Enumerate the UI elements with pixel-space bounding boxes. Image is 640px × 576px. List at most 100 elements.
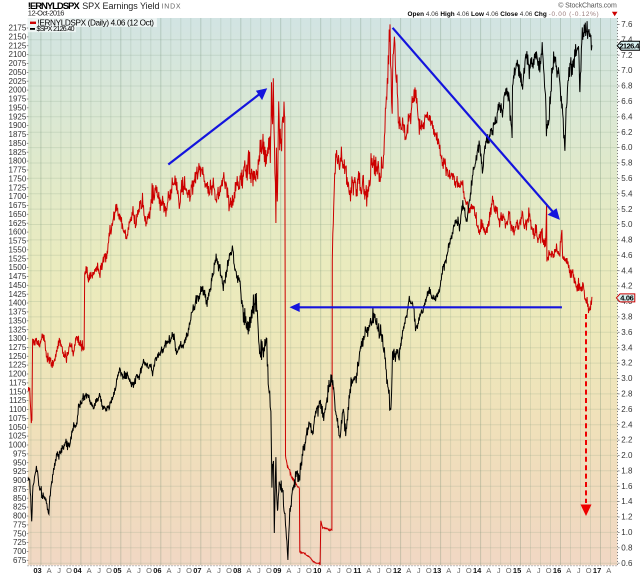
svg-text:1600: 1600 [9, 228, 27, 237]
svg-text:A: A [486, 566, 491, 575]
svg-text:975: 975 [13, 450, 27, 459]
svg-text:A: A [366, 566, 371, 575]
svg-text:6.4: 6.4 [621, 112, 633, 121]
svg-text:4.06: 4.06 [620, 294, 634, 303]
svg-text:$SPX 2126.40: $SPX 2126.40 [37, 26, 75, 33]
svg-text:10: 10 [313, 566, 321, 575]
svg-text:17: 17 [593, 566, 601, 575]
svg-text:1850: 1850 [9, 139, 27, 148]
svg-text:5.6: 5.6 [621, 174, 633, 183]
svg-text:750: 750 [13, 529, 27, 538]
svg-text:1825: 1825 [9, 148, 27, 157]
svg-text:J: J [337, 566, 341, 575]
svg-text:O: O [386, 566, 392, 575]
svg-text:4.2: 4.2 [621, 282, 633, 291]
svg-text:A: A [166, 566, 171, 575]
svg-text:A: A [446, 566, 451, 575]
svg-text:05: 05 [113, 566, 121, 575]
svg-text:1000: 1000 [9, 441, 27, 450]
svg-text:12-Oct-2016: 12-Oct-2016 [28, 9, 65, 18]
svg-text:2.2: 2.2 [621, 436, 633, 445]
svg-text:950: 950 [13, 458, 27, 467]
svg-text:16: 16 [553, 566, 561, 575]
svg-text:06: 06 [153, 566, 161, 575]
svg-text:6.6: 6.6 [621, 97, 633, 106]
svg-text:1100: 1100 [9, 405, 27, 414]
svg-text:925: 925 [13, 467, 27, 476]
svg-text:1975: 1975 [9, 95, 27, 104]
svg-text:O: O [346, 566, 352, 575]
svg-text:© StockCharts.com: © StockCharts.com [558, 1, 617, 9]
svg-text:5.4: 5.4 [621, 189, 633, 198]
svg-text:800: 800 [13, 512, 27, 521]
svg-text:1350: 1350 [9, 316, 27, 325]
svg-text:6.8: 6.8 [621, 82, 633, 91]
svg-text:J: J [577, 566, 581, 575]
svg-text:2.0: 2.0 [621, 451, 633, 460]
svg-text:13: 13 [433, 566, 441, 575]
svg-text:3.2: 3.2 [621, 359, 633, 368]
svg-text:11: 11 [353, 566, 361, 575]
svg-text:1025: 1025 [9, 432, 27, 441]
svg-text:1.0: 1.0 [621, 528, 633, 537]
svg-text:1175: 1175 [9, 379, 27, 388]
svg-text:3.0: 3.0 [621, 374, 633, 383]
svg-text:A: A [566, 566, 571, 575]
svg-text:O: O [186, 566, 192, 575]
svg-text:J: J [457, 566, 461, 575]
svg-text:3.4: 3.4 [621, 343, 633, 352]
svg-text:J: J [177, 566, 181, 575]
svg-text:1400: 1400 [9, 299, 27, 308]
svg-text:07: 07 [193, 566, 201, 575]
svg-text:A: A [286, 566, 291, 575]
svg-text:J: J [537, 566, 541, 575]
svg-text:INDX: INDX [162, 4, 181, 11]
svg-text:1225: 1225 [9, 361, 27, 370]
svg-text:675: 675 [13, 556, 27, 565]
svg-text:J: J [377, 566, 381, 575]
svg-text:7.6: 7.6 [621, 20, 633, 29]
svg-text:1450: 1450 [9, 281, 27, 290]
svg-text:1725: 1725 [9, 183, 27, 192]
svg-text:2.6: 2.6 [621, 405, 633, 414]
svg-text:J: J [97, 566, 101, 575]
svg-text:1900: 1900 [9, 121, 27, 130]
svg-text:12: 12 [393, 566, 401, 575]
svg-text:O: O [66, 566, 72, 575]
svg-text:1250: 1250 [9, 352, 27, 361]
svg-text:1500: 1500 [9, 263, 27, 272]
svg-text:4.8: 4.8 [621, 236, 633, 245]
svg-text:1.4: 1.4 [621, 497, 633, 506]
svg-text:O: O [426, 566, 432, 575]
svg-text:1625: 1625 [9, 219, 27, 228]
svg-text:2100: 2100 [9, 50, 27, 59]
svg-text:O: O [106, 566, 112, 575]
svg-text:A: A [526, 566, 531, 575]
svg-text:A: A [206, 566, 211, 575]
svg-text:J: J [257, 566, 261, 575]
svg-text:J: J [497, 566, 501, 575]
svg-text:1.6: 1.6 [621, 482, 633, 491]
svg-text:775: 775 [13, 521, 27, 530]
svg-text:1925: 1925 [9, 112, 27, 121]
svg-text:1750: 1750 [9, 174, 27, 183]
svg-text:O: O [266, 566, 272, 575]
svg-text:2075: 2075 [9, 59, 27, 68]
svg-text:6.0: 6.0 [621, 143, 633, 152]
svg-text:1375: 1375 [9, 308, 27, 317]
svg-text:1200: 1200 [9, 370, 27, 379]
svg-text:O: O [466, 566, 472, 575]
svg-text:6.2: 6.2 [621, 128, 633, 137]
svg-text:5.0: 5.0 [621, 220, 633, 229]
svg-text:1275: 1275 [9, 343, 27, 352]
svg-text:O: O [226, 566, 232, 575]
svg-text:O: O [146, 566, 152, 575]
svg-text:4.4: 4.4 [621, 266, 633, 275]
svg-text:J: J [417, 566, 421, 575]
svg-text:1050: 1050 [9, 423, 27, 432]
svg-text:900: 900 [13, 476, 27, 485]
svg-text:2126.4: 2126.4 [619, 42, 640, 51]
svg-text:1150: 1150 [9, 387, 27, 396]
svg-text:1.8: 1.8 [621, 467, 633, 476]
svg-text:14: 14 [473, 566, 482, 575]
